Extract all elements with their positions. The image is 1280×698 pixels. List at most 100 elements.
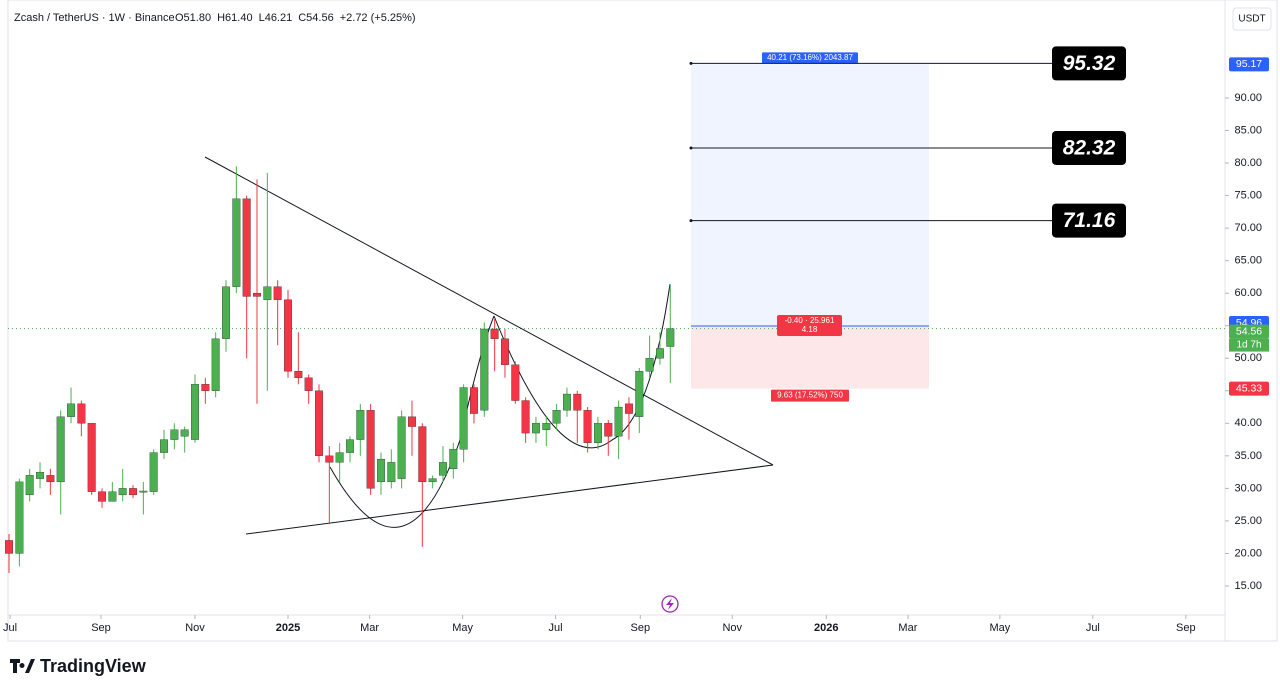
candle-body bbox=[87, 423, 96, 492]
candle-body bbox=[594, 423, 602, 443]
target-box bbox=[1052, 203, 1126, 238]
candle-body bbox=[563, 393, 571, 411]
x-tick-label: Nov bbox=[185, 622, 205, 634]
price-label-bg bbox=[1229, 381, 1269, 396]
x-tick-label: Jul bbox=[549, 622, 563, 634]
candle-body bbox=[253, 293, 261, 297]
candle-body bbox=[263, 286, 272, 300]
x-tick-label: Sep bbox=[1176, 622, 1196, 634]
x-tick-label: Sep bbox=[91, 622, 111, 634]
profit-zone bbox=[691, 64, 929, 326]
candle-body bbox=[304, 377, 313, 391]
loss-zone bbox=[691, 325, 929, 389]
entry-label: 4.18 bbox=[802, 325, 818, 334]
y-tick-label: 25.00 bbox=[1234, 515, 1262, 527]
x-tick-label: Sep bbox=[631, 622, 651, 634]
candle-body bbox=[67, 403, 75, 417]
events-icon[interactable] bbox=[661, 595, 679, 613]
candle-body bbox=[418, 426, 427, 483]
x-tick-label: Jul bbox=[1086, 622, 1100, 634]
price-label-bg bbox=[1229, 324, 1269, 339]
candle-body bbox=[604, 423, 613, 437]
target-value: 95.32 bbox=[1063, 52, 1116, 75]
candle-body bbox=[315, 390, 323, 456]
candle-body bbox=[129, 488, 137, 496]
candle-body bbox=[439, 462, 447, 476]
position-tool: 40.21 (73.16%) 2043.87 -0.40 · 25.9614.18… bbox=[8, 46, 1225, 402]
candle-body bbox=[335, 452, 344, 463]
target-anchor bbox=[689, 146, 693, 150]
candle-body bbox=[552, 410, 561, 424]
x-tick-label: 2025 bbox=[276, 622, 300, 634]
candle-body bbox=[470, 387, 478, 414]
price-label-bg bbox=[1229, 57, 1269, 72]
y-tick-label: 35.00 bbox=[1234, 450, 1262, 462]
y-tick-label: 70.00 bbox=[1234, 222, 1262, 234]
symbol-title: Zcash / TetherUS · 1W · Binance bbox=[14, 12, 175, 24]
y-tick-label: 65.00 bbox=[1234, 255, 1262, 267]
x-tick-label: May bbox=[452, 622, 473, 634]
stop-label: 9.63 (17.52%) 750 bbox=[777, 391, 843, 400]
candle-body bbox=[397, 416, 406, 479]
candles bbox=[5, 166, 675, 573]
countdown-bg bbox=[1229, 338, 1269, 352]
y-tick-label: 60.00 bbox=[1234, 287, 1262, 299]
candle-body bbox=[222, 286, 230, 339]
candle-body bbox=[366, 410, 375, 489]
entry-label-bg bbox=[777, 314, 842, 336]
x-tick-label: Jul bbox=[3, 622, 17, 634]
candle-body bbox=[490, 328, 499, 339]
candle-body bbox=[273, 286, 282, 300]
stop-label-bg bbox=[771, 389, 849, 402]
ohlc-value: C54.56 bbox=[298, 12, 333, 24]
candle-body bbox=[480, 328, 489, 411]
candle-body bbox=[242, 198, 251, 297]
ohlc-value: +2.72 (+5.25%) bbox=[340, 12, 416, 24]
candle-body bbox=[201, 384, 210, 391]
candle-body bbox=[232, 198, 241, 287]
x-tick-label: Nov bbox=[722, 622, 742, 634]
target-anchor bbox=[689, 61, 693, 65]
ohlc-header: O51.80 H61.40 L46.21 C54.56 +2.72 (+5.25%) bbox=[175, 12, 416, 24]
candle-body bbox=[15, 481, 24, 554]
candle-body bbox=[56, 416, 65, 483]
brand-mark bbox=[10, 659, 35, 673]
y-tick-label: 20.00 bbox=[1234, 547, 1262, 559]
trendline-upper bbox=[204, 156, 774, 466]
y-tick-label: 85.00 bbox=[1234, 124, 1262, 136]
candle-body bbox=[511, 364, 520, 401]
y-tick-label: 90.00 bbox=[1234, 92, 1262, 104]
candle-body bbox=[449, 449, 458, 470]
currency[interactable]: USDT bbox=[1238, 14, 1265, 25]
currency-box[interactable] bbox=[1232, 7, 1272, 31]
candle-body bbox=[149, 452, 158, 492]
brand-name: TradingView bbox=[40, 656, 147, 676]
price-label: 45.33 bbox=[1236, 382, 1262, 394]
target-value: 82.32 bbox=[1063, 137, 1116, 160]
candle-body bbox=[180, 429, 189, 437]
candle-body bbox=[284, 299, 292, 372]
candle-body bbox=[542, 423, 551, 430]
candle-body bbox=[428, 478, 437, 483]
candle-body bbox=[614, 406, 623, 437]
y-tick-label: 40.00 bbox=[1234, 417, 1262, 429]
ohlc-value: L46.21 bbox=[259, 12, 293, 24]
y-tick-label: 30.00 bbox=[1234, 482, 1262, 494]
y-tick-label: 15.00 bbox=[1234, 580, 1262, 592]
y-tick-label: 80.00 bbox=[1234, 157, 1262, 169]
candle-body bbox=[46, 475, 55, 483]
candle-body bbox=[98, 491, 106, 502]
candle-body bbox=[77, 403, 86, 424]
target-box bbox=[1052, 46, 1126, 81]
candle-body bbox=[501, 338, 509, 365]
candle-body bbox=[211, 338, 220, 391]
candle-body bbox=[5, 540, 13, 554]
events-icon-bolt bbox=[666, 598, 674, 610]
price-label: 54.56 bbox=[1236, 325, 1262, 337]
candle-body bbox=[387, 462, 396, 483]
axes: 15.0020.0025.0030.0035.0040.0045.0050.00… bbox=[3, 57, 1269, 634]
candle-body bbox=[645, 358, 654, 372]
candle-body bbox=[160, 439, 168, 453]
